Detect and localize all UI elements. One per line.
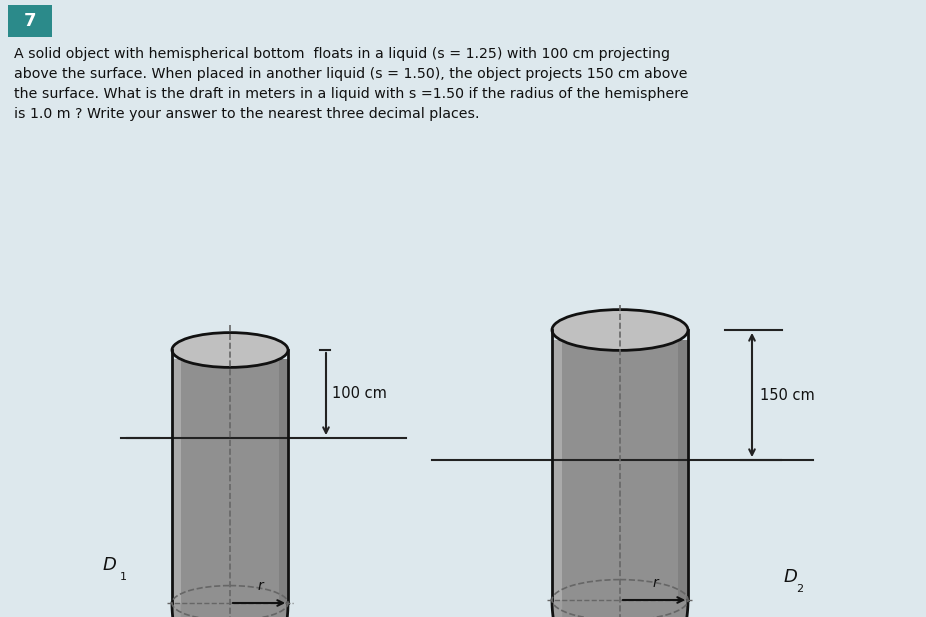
Text: 7: 7	[24, 12, 36, 30]
Polygon shape	[552, 600, 562, 617]
Text: 1: 1	[120, 573, 127, 582]
Text: 2: 2	[796, 584, 803, 595]
Polygon shape	[552, 340, 688, 600]
Text: 100 cm: 100 cm	[332, 386, 387, 402]
Ellipse shape	[172, 333, 288, 367]
Polygon shape	[678, 340, 688, 600]
Text: D: D	[784, 568, 798, 587]
Text: D: D	[102, 557, 116, 574]
Text: r: r	[653, 576, 658, 590]
Text: r: r	[257, 579, 263, 593]
Ellipse shape	[552, 310, 688, 350]
Polygon shape	[280, 358, 288, 603]
Polygon shape	[172, 603, 288, 617]
Polygon shape	[172, 358, 181, 603]
Polygon shape	[552, 340, 562, 600]
Text: A solid object with hemispherical bottom  floats in a liquid (s = 1.25) with 100: A solid object with hemispherical bottom…	[14, 47, 689, 121]
FancyBboxPatch shape	[8, 5, 52, 37]
Polygon shape	[172, 358, 288, 603]
Polygon shape	[552, 600, 688, 617]
Polygon shape	[172, 603, 181, 617]
Text: 150 cm: 150 cm	[760, 387, 815, 402]
